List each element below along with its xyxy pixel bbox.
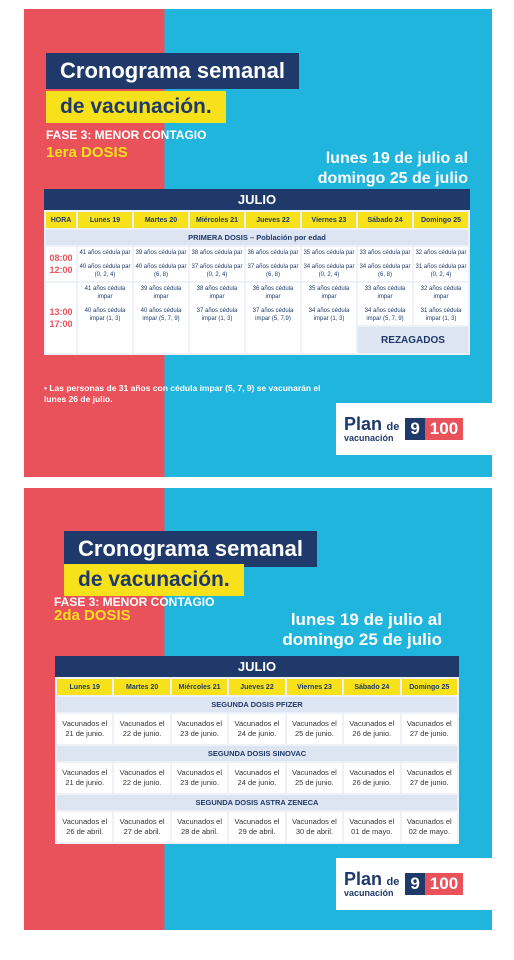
- table-row: REZAGADOS: [46, 327, 468, 353]
- schedule-cell: 33 años cédula par 34 años cédula par (6,…: [358, 247, 412, 281]
- poster1-title-line2: de vacunación.: [46, 91, 226, 123]
- schedule-cell: Vacunados el 23 de junio.: [171, 763, 228, 793]
- schedule-cell: Vacunados el 21 de junio.: [57, 714, 113, 744]
- table-row: 08:00 12:00 41 años cédula par 40 años céd…: [46, 247, 468, 281]
- hora-header: HORA: [46, 212, 76, 228]
- time-slot: 08:00 12:00: [46, 247, 76, 281]
- schedule-cell: Vacunados el 29 de abril.: [229, 812, 285, 842]
- section-header: SEGUNDA DOSIS ASTRA ZENECA: [57, 795, 457, 810]
- schedule-cell: 41 años cédula impar 40 años cédula impar…: [78, 283, 132, 353]
- schedule-cell: Vacunados el 22 de junio.: [114, 763, 170, 793]
- schedule-cell: Vacunados el 26 de junio.: [344, 714, 400, 744]
- day-header: Martes 20: [134, 212, 188, 228]
- poster2-table-grid: Lunes 19 Martes 20 Miércoles 21 Jueves 2…: [55, 677, 459, 844]
- schedule-cell: Vacunados el 25 de junio.: [286, 714, 343, 744]
- poster1-day-header-row: HORA Lunes 19 Martes 20 Miércoles 21 Jue…: [46, 212, 468, 228]
- day-header: Miércoles 21: [171, 679, 228, 695]
- day-header: Jueves 22: [246, 212, 300, 228]
- day-header: Lunes 19: [57, 679, 113, 695]
- schedule-cell: Vacunados el 22 de junio.: [114, 714, 170, 744]
- poster2-fase: FASE 3: MENOR CONTAGIO: [54, 595, 215, 609]
- poster2-schedule-table: JULIO Lunes 19 Martes 20 Miércoles 21 Ju…: [55, 656, 459, 844]
- poster1-dosis: 1era DOSIS: [46, 144, 128, 161]
- schedule-cell: 39 años cédula par 40 años cédula par (6,…: [134, 247, 188, 281]
- table-row: 13:00 17:00 41 años cédula impar 40 años c…: [46, 283, 468, 353]
- rezagados-label: REZAGADOS: [358, 327, 468, 353]
- schedule-cell: 39 años cédula impar 40 años cédula impar…: [134, 283, 188, 353]
- time-slot: 13:00 17:00: [46, 283, 76, 353]
- poster-segunda-dosis: Cronograma semanal de vacunación. FASE 3…: [24, 488, 492, 930]
- day-header: Sábado 24: [344, 679, 400, 695]
- schedule-cell: Vacunados el 26 de abril.: [57, 812, 113, 842]
- schedule-cell: 41 años cédula par 40 años cédula par (0,…: [78, 247, 132, 281]
- poster2-month-header: JULIO: [55, 656, 459, 677]
- schedule-cell: Vacunados el 26 de junio.: [344, 763, 400, 793]
- poster2-title-line2: de vacunación.: [64, 564, 244, 596]
- day-header: Jueves 22: [229, 679, 285, 695]
- poster-primera-dosis: Cronograma semanal de vacunación. FASE 3…: [24, 9, 492, 477]
- poster2-date-range: lunes 19 de julio al domingo 25 de julio: [282, 610, 442, 650]
- schedule-cell: 33 años cédula impar 34 años cédula impar…: [358, 283, 412, 325]
- schedule-cell: 32 años cédula par 31 años cédula par (0,…: [414, 247, 468, 281]
- poster1-date-range: lunes 19 de julio al domingo 25 de julio: [318, 149, 468, 189]
- day-header: Sábado 24: [358, 212, 412, 228]
- day-header: Martes 20: [114, 679, 170, 695]
- poster1-table-grid: HORA Lunes 19 Martes 20 Miércoles 21 Jue…: [44, 210, 470, 355]
- poster1-note: • Las personas de 31 años con cédula imp…: [44, 383, 321, 404]
- poster2-day-header-row: Lunes 19 Martes 20 Miércoles 21 Jueves 2…: [57, 679, 457, 695]
- poster1-schedule-table: JULIO HORA Lunes 19 Martes 20 Miércoles …: [44, 189, 470, 355]
- schedule-cell: Vacunados el 28 de abril.: [171, 812, 228, 842]
- schedule-cell: Vacunados el 27 de junio.: [401, 714, 457, 744]
- plan-vacunacion-logo: Plan de vacunación 9 100: [336, 858, 492, 910]
- schedule-cell: Vacunados el 02 de mayo.: [401, 812, 457, 842]
- schedule-cell: Vacunados el 24 de junio.: [229, 714, 285, 744]
- section-header: PRIMERA DOSIS – Población por edad: [46, 230, 468, 245]
- schedule-cell: Vacunados el 21 de junio.: [57, 763, 113, 793]
- poster2-date-line2: domingo 25 de julio: [282, 630, 442, 649]
- schedule-cell: 38 años cédula impar 37 años cédula impar…: [190, 283, 244, 353]
- poster1-date-line1: lunes 19 de julio al: [325, 150, 468, 167]
- schedule-cell: 35 años cédula impar 34 años cédula impar…: [302, 283, 356, 353]
- schedule-cell: Vacunados el 25 de junio.: [286, 763, 343, 793]
- day-header: Domingo 25: [414, 212, 468, 228]
- poster1-month-header: JULIO: [44, 189, 470, 210]
- schedule-cell: 35 años cédula par 34 años cédula par (0,…: [302, 247, 356, 281]
- day-header: Viernes 23: [286, 679, 343, 695]
- poster1-title-line1: Cronograma semanal: [46, 53, 299, 89]
- schedule-cell: Vacunados el 01 de mayo.: [344, 812, 400, 842]
- schedule-cell: 38 años cédula par 37 años cédula par (0,…: [190, 247, 244, 281]
- poster-separator: [0, 477, 514, 488]
- poster2-dosis: 2da DOSIS: [54, 607, 131, 624]
- schedule-cell: Vacunados el 27 de abril.: [114, 812, 170, 842]
- schedule-cell: Vacunados el 27 de junio.: [401, 763, 457, 793]
- poster1-fase: FASE 3: MENOR CONTAGIO: [46, 128, 207, 142]
- plan-vacunacion-logo: Plan de vacunación 9 100: [336, 403, 492, 455]
- schedule-cell: 32 años cédula impar 31 años cédula impar…: [414, 283, 468, 325]
- table-row: Vacunados el 26 de abril. Vacunados el 2…: [57, 812, 457, 842]
- schedule-cell: Vacunados el 24 de junio.: [229, 763, 285, 793]
- table-row: Vacunados el 21 de junio. Vacunados el 2…: [57, 714, 457, 744]
- schedule-cell: Vacunados el 23 de junio.: [171, 714, 228, 744]
- schedule-cell: 36 años cédula impar 37 años cédula impar…: [246, 283, 300, 353]
- poster2-date-line1: lunes 19 de julio al: [290, 610, 442, 629]
- poster1-date-line2: domingo 25 de julio: [317, 170, 468, 187]
- section-header: SEGUNDA DOSIS PFIZER: [57, 697, 457, 712]
- table-row: Vacunados el 21 de junio. Vacunados el 2…: [57, 763, 457, 793]
- poster2-title-line1: Cronograma semanal: [64, 531, 317, 567]
- day-header: Domingo 25: [401, 679, 457, 695]
- section-header: SEGUNDA DOSIS SINOVAC: [57, 746, 457, 761]
- day-header: Miércoles 21: [190, 212, 244, 228]
- day-header: Viernes 23: [302, 212, 356, 228]
- schedule-cell: Vacunados el 30 de abril.: [286, 812, 343, 842]
- day-header: Lunes 19: [78, 212, 132, 228]
- schedule-cell: 36 años cédula par 37 años cédula par (6,…: [246, 247, 300, 281]
